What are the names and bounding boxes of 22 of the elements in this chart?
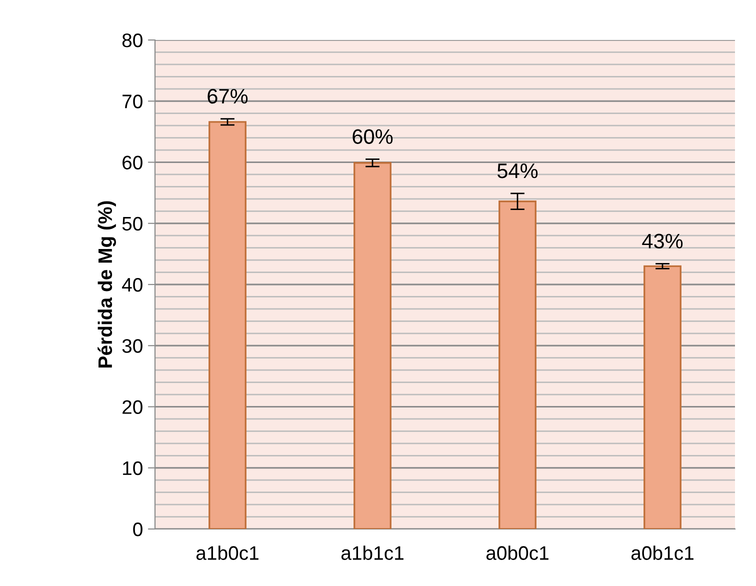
x-tick-label: a0b1c1	[631, 546, 694, 560]
y-tick-label: 20	[122, 400, 142, 414]
bar	[208, 121, 246, 529]
y-tick-label: 80	[122, 33, 142, 48]
bar	[354, 162, 392, 529]
x-tick-label: a1b1c1	[341, 546, 404, 560]
y-tick-label: 30	[122, 339, 142, 353]
y-tick-label: 0	[133, 522, 142, 536]
data-label: 60%	[352, 129, 393, 144]
y-tick-label: 40	[122, 278, 142, 292]
y-tick-label: 60	[122, 156, 142, 170]
data-label: 67%	[208, 88, 248, 104]
bar	[498, 200, 536, 529]
x-tick-label: a0b0c1	[486, 546, 548, 560]
data-label: 43%	[642, 234, 683, 248]
y-tick-label: 50	[122, 216, 142, 231]
x-tick-label: a1b0c1	[196, 546, 258, 560]
y-tick-label: 10	[123, 461, 142, 476]
bar	[644, 265, 682, 529]
y-axis-title: Pérdida de Mg (%)	[98, 201, 116, 368]
data-label: 54%	[497, 164, 538, 178]
y-tick-label: 70	[122, 94, 142, 108]
